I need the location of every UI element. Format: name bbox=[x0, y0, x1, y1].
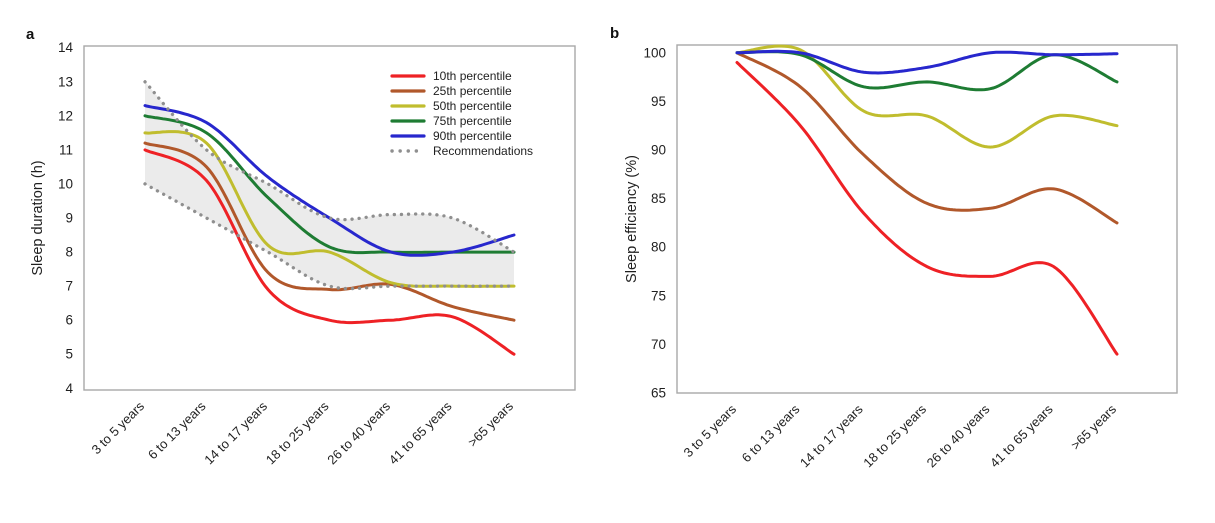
x-tick-label: 18 to 25 years bbox=[263, 398, 332, 467]
x-tick-label: 3 to 5 years bbox=[88, 398, 147, 457]
series-line-25th-percentile bbox=[143, 141, 516, 322]
y-axis-title-sleep-efficiency: Sleep efficiency (%) bbox=[624, 155, 640, 283]
y-tick-label: 75 bbox=[651, 288, 666, 303]
y-tick-label: 10 bbox=[58, 176, 73, 191]
y-tick-label: 11 bbox=[59, 142, 73, 157]
y-tick-label: 14 bbox=[58, 40, 74, 55]
y-tick-label: 80 bbox=[651, 240, 666, 255]
y-tick-label: 90 bbox=[651, 142, 666, 157]
series-line-25th-percentile bbox=[735, 51, 1119, 225]
x-tick-label: 41 to 65 years bbox=[386, 398, 455, 467]
y-tick-label: 5 bbox=[65, 347, 73, 362]
y-tick-label: 85 bbox=[651, 191, 666, 206]
x-tick-label: 6 to 13 years bbox=[145, 398, 209, 462]
series-line-10th-percentile bbox=[143, 148, 516, 356]
legend-label: 90th percentile bbox=[433, 129, 512, 143]
y-axis-title-sleep-duration: Sleep duration (h) bbox=[30, 160, 46, 276]
panel-a-label: a bbox=[26, 26, 35, 43]
x-tick-label: 14 to 17 years bbox=[797, 401, 866, 470]
plot-frame-b bbox=[676, 44, 1178, 394]
legend-label: 10th percentile bbox=[433, 69, 512, 83]
x-tick-label: >65 years bbox=[465, 398, 517, 450]
x-tick-label: 14 to 17 years bbox=[201, 398, 270, 467]
x-tick-label: 41 to 65 years bbox=[987, 401, 1056, 470]
x-tick-label: 3 to 5 years bbox=[680, 401, 739, 460]
x-tick-label: 26 to 40 years bbox=[924, 401, 993, 470]
legend-label: 75th percentile bbox=[433, 114, 512, 128]
y-tick-label: 8 bbox=[65, 245, 73, 260]
series-line-90th-percentile bbox=[735, 49, 1119, 75]
y-tick-label: 4 bbox=[65, 381, 73, 396]
recommendation-lower-dotted-line bbox=[143, 182, 516, 291]
series-line-50th-percentile bbox=[735, 44, 1119, 149]
y-tick-label: 100 bbox=[643, 45, 666, 60]
x-tick-label: 18 to 25 years bbox=[860, 401, 929, 470]
y-tick-label: 65 bbox=[651, 386, 666, 401]
y-tick-label: 12 bbox=[58, 108, 73, 123]
legend-label: 50th percentile bbox=[433, 99, 512, 113]
x-tick-label: 6 to 13 years bbox=[739, 401, 803, 465]
y-tick-label: 9 bbox=[65, 211, 73, 226]
recommendation-band bbox=[145, 81, 514, 289]
y-tick-label: 6 bbox=[65, 313, 73, 328]
y-tick-label: 13 bbox=[58, 74, 73, 89]
x-tick-label: >65 years bbox=[1068, 401, 1120, 453]
series-line-10th-percentile bbox=[735, 61, 1119, 356]
y-tick-label: 95 bbox=[651, 94, 666, 109]
recommendation-upper-dotted-line bbox=[143, 80, 516, 254]
x-tick-label: 26 to 40 years bbox=[324, 398, 393, 467]
legend-label: Recommendations bbox=[433, 144, 533, 158]
y-tick-label: 70 bbox=[651, 337, 666, 352]
panel-b-label: b bbox=[610, 25, 620, 42]
legend-label: 25th percentile bbox=[433, 84, 512, 98]
y-tick-label: 7 bbox=[65, 279, 73, 294]
